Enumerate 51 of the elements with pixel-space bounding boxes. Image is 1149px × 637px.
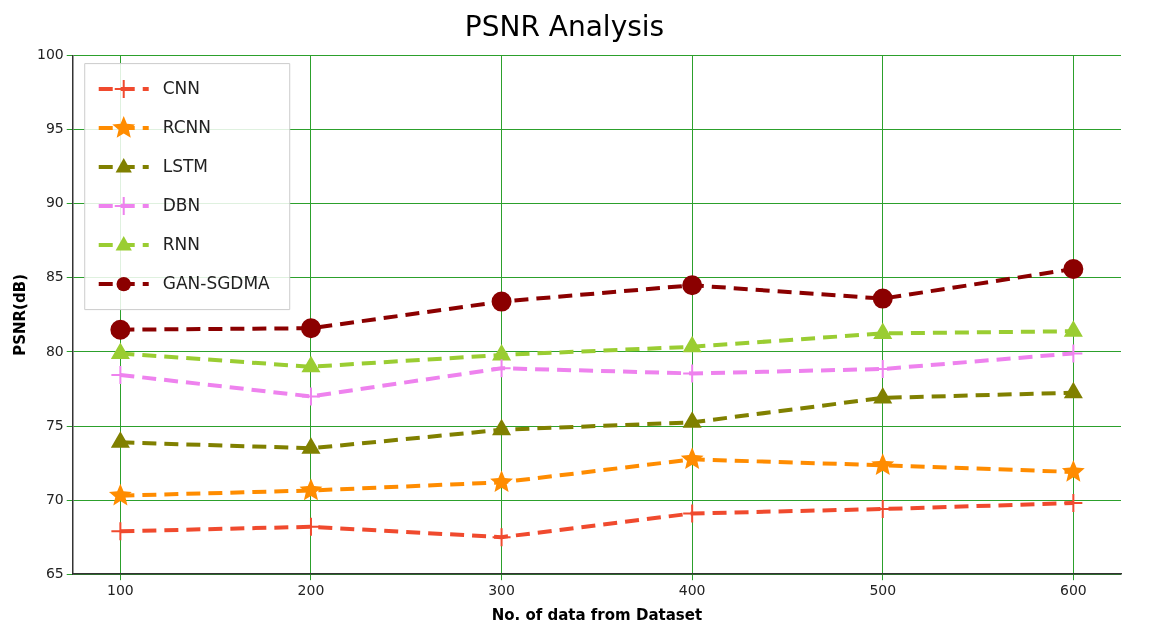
point: [1063, 258, 1084, 279]
point: [682, 275, 703, 296]
legend-label: LSTM: [162, 155, 209, 176]
point: [111, 343, 130, 359]
point: [300, 386, 321, 407]
point: [302, 438, 320, 454]
point: [111, 432, 130, 448]
y-tick-label: 70: [45, 490, 64, 507]
point: [872, 288, 893, 309]
y-tick-label: 75: [45, 416, 64, 433]
x-tick-label: 200: [297, 582, 325, 599]
x-tick-label: 500: [869, 582, 897, 599]
point: [491, 291, 512, 312]
x-tick-label: 400: [678, 582, 706, 599]
point: [491, 527, 512, 548]
point: [683, 336, 701, 353]
point: [873, 387, 892, 404]
y-tick-label: 65: [45, 564, 64, 581]
y-tick-label: 100: [36, 46, 64, 63]
point: [299, 478, 323, 501]
x-axis-title: No. of data from Dataset: [491, 605, 703, 624]
point: [108, 483, 132, 506]
x-tick-label: 300: [488, 582, 515, 599]
x-tick-label: 100: [107, 582, 134, 599]
y-tick-label: 80: [45, 342, 64, 359]
y-tick-label: 95: [45, 120, 64, 137]
y-tick-label: 85: [45, 268, 64, 285]
legend-label: RCNN: [162, 116, 211, 137]
y-axis-title: PSNR(dB): [10, 274, 29, 356]
point: [683, 412, 701, 428]
point: [1064, 382, 1083, 399]
legend-label: GAN-SGDMA: [162, 272, 271, 293]
point: [1063, 493, 1084, 514]
point: [873, 323, 892, 339]
point: [492, 344, 511, 361]
point: [871, 453, 895, 475]
legend-label: DBN: [162, 194, 201, 215]
point: [300, 318, 321, 339]
legend-label: CNN: [162, 77, 201, 98]
point: [110, 319, 131, 340]
legend-label: RNN: [162, 233, 200, 254]
point: [491, 358, 512, 379]
point: [680, 447, 704, 470]
point: [302, 356, 320, 373]
point: [1064, 321, 1083, 337]
point: [492, 419, 511, 436]
chart-title: PSNR Analysis: [464, 10, 665, 44]
point: [1061, 459, 1085, 482]
point: [490, 470, 513, 493]
y-tick-label: 90: [45, 194, 64, 211]
x-tick-label: 600: [1059, 582, 1087, 599]
